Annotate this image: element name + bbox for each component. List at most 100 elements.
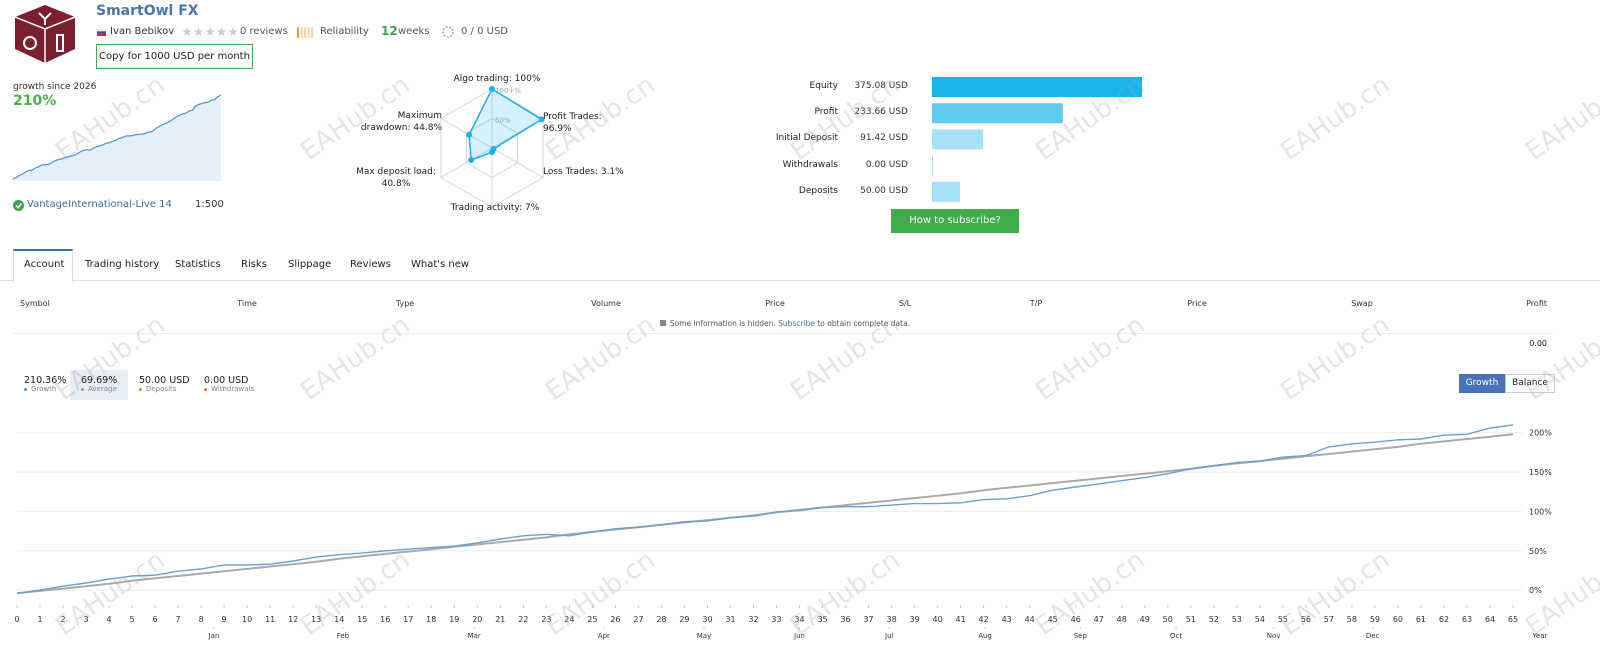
radar-axis-value: 40.8%: [381, 179, 411, 189]
stat-value: 50.00 USD: [139, 375, 190, 386]
column-header: Profit: [1526, 299, 1547, 308]
x-tick-label: 19: [449, 615, 459, 624]
radar-label: Loss Trades: 3.1%: [543, 166, 633, 178]
x-tick-label: 28: [656, 615, 666, 624]
subscribe-button[interactable]: How to subscribe?: [891, 209, 1019, 233]
star: [216, 27, 227, 36]
radar-tick-label: 100+%: [495, 87, 521, 95]
reliability-bar: [307, 27, 310, 38]
x-tick-label: 44: [1025, 615, 1035, 624]
stat-highlight: [70, 370, 128, 400]
verified-icon: [13, 200, 24, 211]
toggle-growth[interactable]: Growth: [1459, 374, 1505, 393]
tab[interactable]: Statistics: [175, 259, 221, 270]
month-label: Oct: [1170, 632, 1182, 640]
y-tick-label: 50%: [1529, 547, 1547, 556]
month-label: May: [697, 632, 711, 640]
stat-label[interactable]: Withdrawals: [211, 385, 255, 393]
flag-white: [97, 29, 106, 32]
column-header: Time: [237, 299, 257, 308]
x-tick-label: 14: [334, 615, 344, 624]
x-tick-label: 43: [1002, 615, 1012, 624]
broker[interactable]: VantageInternational-Live 14: [27, 199, 172, 210]
bar: [932, 77, 1142, 97]
leverage: 1:500: [195, 199, 224, 210]
radar-axis-value: 100%: [514, 74, 541, 84]
radar-label: Maximum drawdown: 44.8%: [356, 110, 442, 134]
bar-name: Profit: [814, 107, 838, 118]
x-tick-label: 40: [933, 615, 943, 624]
bar: [932, 181, 960, 202]
x-tick-label: 23: [541, 615, 551, 624]
x-tick-label: 38: [886, 615, 896, 624]
total-value: 0.00: [1529, 339, 1547, 348]
x-tick-label: 8: [199, 615, 204, 624]
subscribers-icon: [442, 26, 454, 38]
tab[interactable]: Slippage: [288, 259, 332, 270]
x-tick-label: 57: [1324, 615, 1334, 624]
reliability-bar: [297, 27, 299, 38]
reviews[interactable]: 0 reviews: [240, 26, 288, 37]
x-tick-label: 31: [725, 615, 735, 624]
tab-divider: [0, 280, 1600, 281]
x-tick-label: 26: [610, 615, 620, 624]
x-tick-label: 42: [979, 615, 989, 624]
row-divider: [13, 333, 1553, 334]
radar-axis-name: Trading activity:: [450, 203, 523, 213]
radar-spoke: [440, 118, 493, 149]
verified-check: [15, 203, 23, 209]
flag-red: [97, 33, 106, 36]
lock-icon: [659, 320, 666, 326]
x-tick-label: 61: [1416, 615, 1426, 624]
tab[interactable]: Reviews: [350, 259, 391, 270]
tab[interactable]: Trading history: [85, 259, 160, 270]
x-tick-label: 49: [1140, 615, 1150, 624]
x-tick-label: 12: [288, 615, 298, 624]
subscribe-link[interactable]: Subscribe: [778, 319, 815, 328]
stat-label[interactable]: Growth: [31, 385, 57, 393]
verified-badge: [13, 200, 24, 211]
x-tick-label: 11: [265, 615, 275, 624]
x-tick-label: 60: [1393, 615, 1403, 624]
x-tick-label: 63: [1462, 615, 1472, 624]
x-tick-label: 56: [1301, 615, 1311, 624]
sparkline-area: [13, 95, 221, 181]
subscribers: 0 / 0 USD: [461, 26, 508, 37]
star: [205, 27, 215, 36]
radar-axis-name: Loss Trades:: [543, 167, 598, 177]
month-label: Jul: [884, 632, 894, 640]
author[interactable]: Ivan Bebikov: [110, 26, 175, 37]
tab[interactable]: What's new: [411, 259, 470, 270]
x-tick-label: 25: [587, 615, 597, 624]
reliability-bar: [304, 27, 306, 38]
hidden-notice: Some information is hidden. Subscribe to…: [560, 319, 1010, 328]
radar-label: Max deposit load: 40.8%: [350, 166, 442, 190]
stat-value: 0.00 USD: [204, 375, 249, 386]
x-tick-label: 27: [633, 615, 643, 624]
x-tick-label: 18: [426, 615, 436, 624]
y-tick-label: 100%: [1529, 507, 1552, 516]
stat-label[interactable]: Deposits: [146, 385, 177, 393]
tab[interactable]: Risks: [241, 259, 267, 270]
x-tick-label: 15: [357, 615, 367, 624]
x-tick-label: 3: [83, 615, 88, 624]
x-tick-label: 6: [153, 615, 158, 624]
growth-label: growth since 2026: [13, 82, 97, 92]
strategy-title[interactable]: SmartOwl FX: [96, 3, 199, 19]
stat-label[interactable]: Average: [88, 385, 117, 393]
radar-axis-value: 7%: [525, 203, 540, 213]
bar-value: 233.66 USD: [854, 107, 908, 118]
copy-button[interactable]: Copy for 1000 USD per month: [96, 44, 253, 69]
month-label: Mar: [467, 632, 480, 640]
notice-text: Some information is hidden.: [669, 319, 776, 328]
bar: [932, 103, 1063, 124]
x-tick-label: 39: [910, 615, 920, 624]
bar-name: Deposits: [798, 185, 838, 196]
tab[interactable]: Account: [24, 259, 65, 270]
x-tick-label: 1: [37, 615, 42, 624]
x-tick-label: 46: [1071, 615, 1081, 624]
toggle-balance[interactable]: Balance: [1505, 374, 1555, 393]
radar-axis-name: Max deposit load:: [356, 167, 436, 177]
column-header: Price: [765, 299, 785, 308]
